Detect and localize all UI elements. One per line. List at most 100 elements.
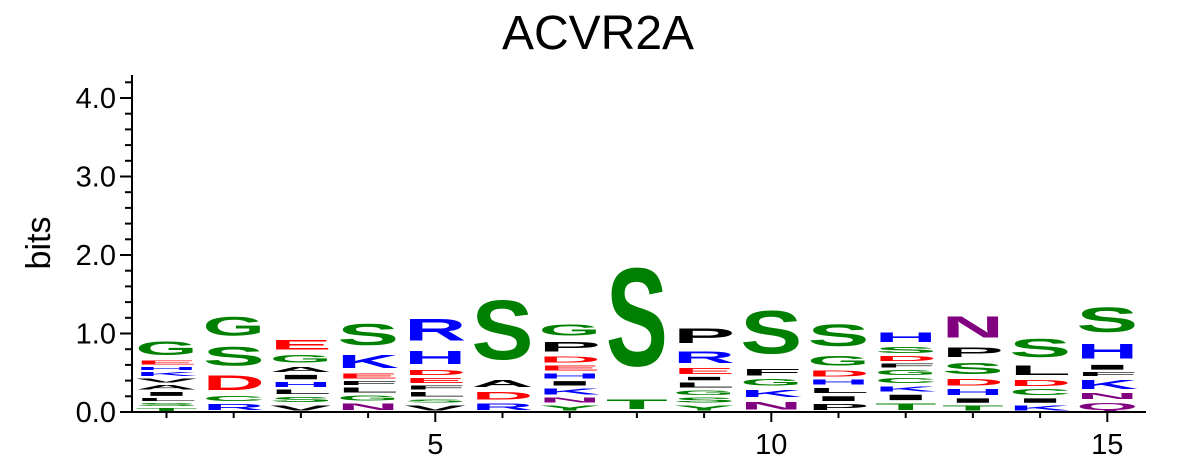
logo-letter-a-pos6: A [472, 377, 534, 389]
logo-letter-d-pos5: D [404, 368, 466, 377]
logo-letter-p-pos13: P [942, 345, 1004, 361]
logo-letter-r-pos5: R [404, 312, 466, 348]
logo-letter-g-pos12: G [875, 369, 937, 377]
logo-letter-f-pos4: F [337, 380, 399, 386]
logo-letter-h-pos11: H [808, 378, 870, 386]
logo-letter-k-pos10: K [740, 388, 802, 400]
logo-letter-h-pos1: H [136, 366, 198, 371]
logo-letter-g-pos3: G [270, 352, 332, 365]
logo-letter-f-pos5: F [404, 385, 466, 391]
logo-letter-d-pos11: D [808, 369, 870, 378]
logo-letter-c-pos14: C [1009, 388, 1071, 397]
logo-letter-e-pos1: E [136, 359, 198, 365]
logo-letter-l-pos1: L [136, 397, 198, 402]
logo-letter-i-pos7: I [539, 380, 601, 387]
logo-letter-f-pos10: F [740, 367, 802, 377]
logo-letter-d-pos6: D [472, 389, 534, 401]
logo-letter-r-pos6: R [472, 402, 534, 412]
logo-letter-t-pos1: T [136, 407, 198, 412]
logo-letter-s-pos14: S [1009, 334, 1071, 363]
logo-letter-i-pos11: I [808, 395, 870, 403]
logo-letter-v-pos1: V [136, 377, 198, 383]
logo-letter-t-pos13: T [942, 404, 1004, 412]
logo-letter-s-pos2: S [203, 342, 265, 372]
logo-letter-v-pos5: V [404, 403, 466, 412]
logo-letter-e-pos7: E [539, 364, 601, 372]
logo-letter-q-pos15: Q [1076, 401, 1138, 412]
logo-letter-k-pos1: K [136, 371, 198, 377]
logo-letter-h-pos12: H [875, 330, 937, 346]
logo-letter-r-pos2: R [203, 403, 265, 412]
y-tick-label: 0.0 [76, 397, 116, 429]
logo-letter-d-pos2: D [203, 371, 265, 395]
logo-letter-n-pos13: N [942, 310, 1004, 344]
logo-letter-c-pos12: C [875, 377, 937, 385]
logo-letter-g-pos4: G [337, 394, 399, 402]
logo-letter-l-pos11: L [808, 386, 870, 395]
logo-letter-r-pos9: R [673, 348, 735, 367]
x-tick-label: 5 [427, 429, 443, 461]
x-tick-label: 10 [755, 429, 787, 461]
logo-letter-l-pos5: L [404, 391, 466, 398]
logo-letter-s-pos13: S [942, 360, 1004, 377]
logo-letter-d-pos14: D [1009, 378, 1071, 387]
logo-letter-l-pos9: L [673, 381, 735, 389]
logo-letter-e-pos9: E [673, 366, 735, 375]
x-tick-label: 15 [1091, 429, 1123, 461]
logo-letter-k-pos15: K [1076, 378, 1138, 392]
logo-letter-g-pos10: G [740, 378, 802, 388]
logo-letter-i-pos14: I [1009, 397, 1071, 404]
logo-letter-i-pos15: I [1076, 363, 1138, 371]
logo-letter-e-pos3: E [270, 337, 332, 353]
logo-letter-a-pos1: A [136, 384, 198, 391]
logo-letter-s-pos12: S [875, 345, 937, 354]
logo-letters: TSLIAVKHEGRCDSGVSLHIAGENGLFEKSVSLFEDHRRD… [136, 239, 1139, 412]
logo-letter-a-pos3: A [270, 365, 332, 374]
logo-letter-s-pos4: S [337, 317, 399, 351]
y-tick-label: 2.0 [76, 240, 116, 272]
axes: 0.0 1.0 2.0 3.0 4.0 5 10 15 [76, 75, 1146, 461]
logo-letter-k-pos12: K [875, 385, 937, 394]
y-tick-label: 4.0 [76, 83, 116, 115]
logo-letter-k-pos7: K [539, 387, 601, 396]
logo-letter-t-pos8: T [606, 396, 668, 412]
logo-letter-d-pos7: D [539, 355, 601, 364]
logo-letter-y-pos9: Y [673, 404, 735, 412]
logo-letter-i-pos12: I [875, 393, 937, 402]
logo-letter-s-pos6: S [472, 283, 534, 377]
logo-letter-l-pos14: L [1009, 363, 1071, 379]
logo-letter-i-pos3: I [270, 374, 332, 381]
logo-letter-s-pos8: S [606, 239, 668, 396]
logo-letter-p-pos11: P [808, 403, 870, 412]
logo-letter-h-pos3: H [270, 381, 332, 389]
logo-letter-g-pos9: G [673, 389, 735, 396]
logo-letter-n-pos15: N [1076, 392, 1138, 401]
logo-letter-g-pos1: G [136, 338, 198, 360]
logo-letter-i-pos9: I [673, 376, 735, 381]
logo-letter-h-pos7: H [539, 372, 601, 380]
logo-letter-p-pos7: P [539, 339, 601, 355]
logo-letter-s-pos1: S [136, 402, 198, 408]
logo-letter-k-pos14: K [1009, 404, 1071, 412]
logo-letter-s-pos3: S [270, 395, 332, 403]
y-tick-label: 3.0 [76, 162, 116, 194]
logo-letter-d-pos13: D [942, 377, 1004, 387]
logo-letter-e-pos4: E [337, 372, 399, 380]
logo-letter-s-pos10: S [740, 298, 802, 367]
logo-letter-s-pos15: S [1076, 300, 1138, 339]
logo-letter-s-pos9: S [673, 396, 735, 404]
logo-letter-v-pos3: V [270, 403, 332, 412]
logo-letter-g-pos7: G [539, 322, 601, 339]
y-tick-label: 1.0 [76, 319, 116, 351]
logo-letter-h-pos13: H [942, 388, 1004, 397]
logo-letter-i-pos13: I [942, 397, 1004, 404]
logo-letter-n-pos4: N [337, 402, 399, 412]
logo-letter-d-pos12: D [875, 355, 937, 363]
logo-letter-l-pos3: L [270, 389, 332, 396]
logo-letter-e-pos5: E [404, 377, 466, 385]
logo-letter-y-pos7: Y [539, 404, 601, 412]
logo-letter-n-pos10: N [740, 399, 802, 411]
logo-letter-c-pos2: C [203, 395, 265, 403]
y-axis-label: bits [20, 217, 58, 270]
logo-letter-h-pos15: H [1076, 340, 1138, 364]
